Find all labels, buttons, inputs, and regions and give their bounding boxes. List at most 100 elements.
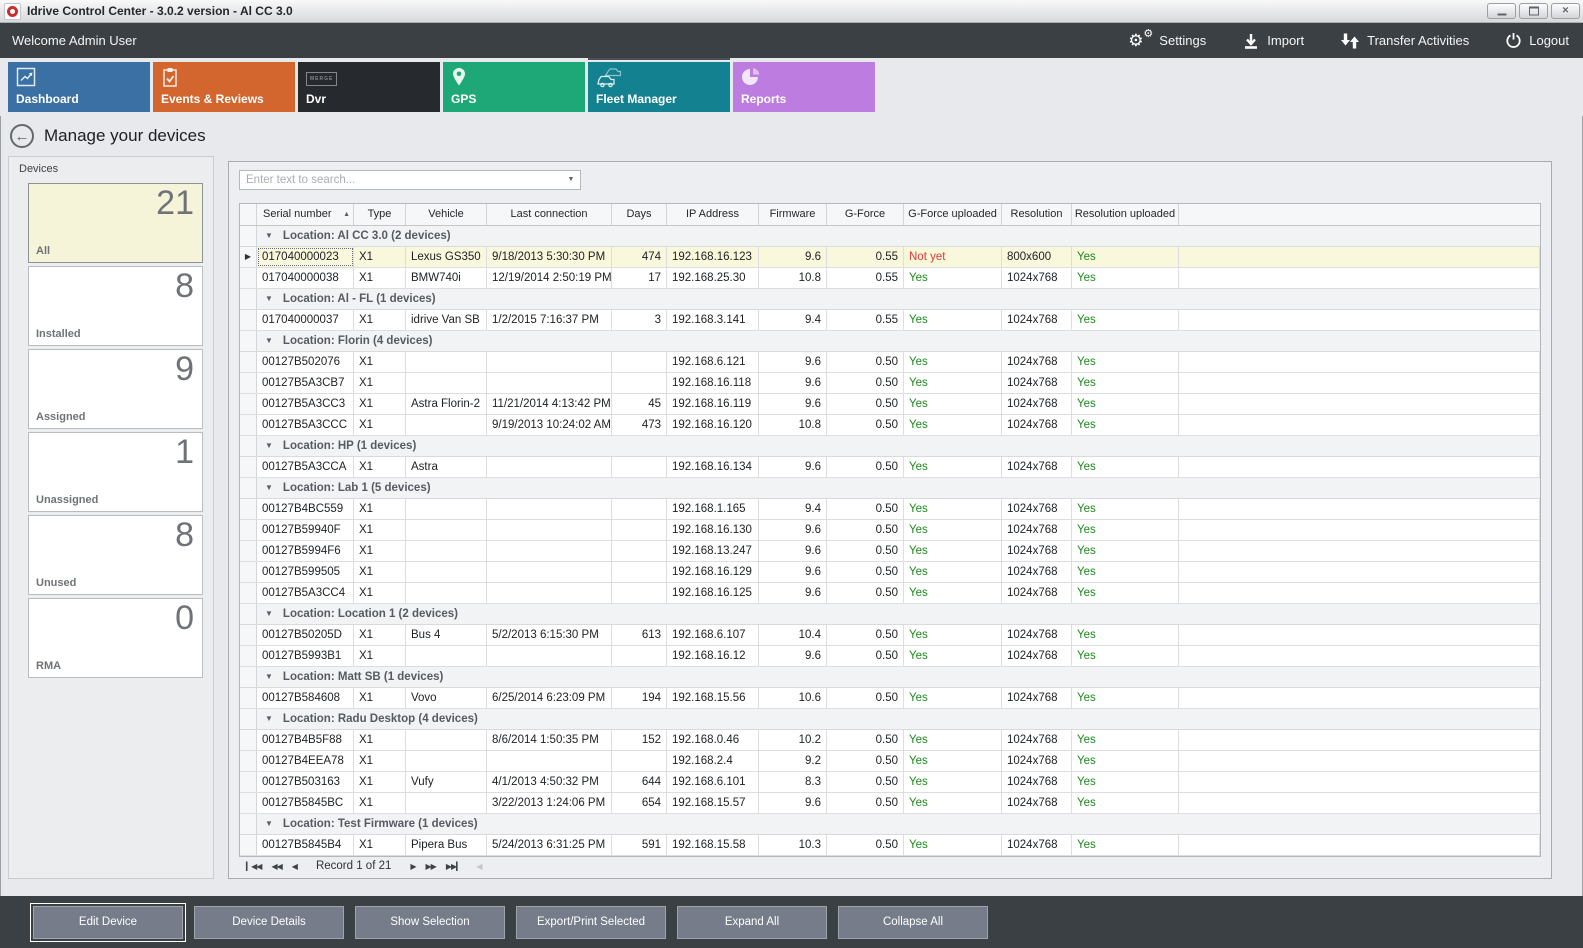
group-row-location-hp-1-devices[interactable]: ▼ Location: HP (1 devices): [240, 435, 1540, 457]
prev-page-button[interactable]: ◀◀: [271, 861, 282, 871]
column-header-vehicle[interactable]: Vehicle: [406, 203, 487, 225]
device-row-00127B599505[interactable]: 00127B599505 X1 192.168.16.129 9.6 0.50 Yes 10…: [240, 561, 1540, 583]
logout-menuitem[interactable]: Logout: [1505, 32, 1569, 49]
device-row-00127B50205D[interactable]: 00127B50205D X1 Bus 4 5/2/2013 6:15:30 PM 61…: [240, 624, 1540, 646]
minimize-button[interactable]: [1487, 3, 1516, 19]
cell-days: 474: [612, 246, 667, 267]
cell-resup: Yes: [1072, 372, 1179, 393]
cell-serial: 00127B5994F6: [257, 540, 354, 561]
device-row-00127B5A3CCA[interactable]: 00127B5A3CCA X1 Astra 192.168.16.134 9.6 0.50…: [240, 456, 1540, 478]
cell-firmware: 9.6: [759, 519, 827, 540]
column-header-serial[interactable]: Serial number ▲: [257, 203, 354, 225]
cell-firmware: 9.6: [759, 582, 827, 603]
tab-fleet-manager[interactable]: Fleet Manager: [588, 58, 730, 112]
cell-type: X1: [354, 246, 406, 267]
import-menuitem[interactable]: Import: [1242, 32, 1304, 50]
device-row-00127B502076[interactable]: 00127B502076 X1 192.168.6.121 9.6 0.50 Yes 102…: [240, 351, 1540, 373]
device-row-00127B5845BC[interactable]: 00127B5845BC X1 3/22/2013 1:24:06 PM 654 192…: [240, 792, 1540, 814]
device-row-00127B503163[interactable]: 00127B503163 X1 Vufy 4/1/2013 4:50:32 PM 644…: [240, 771, 1540, 793]
edit-device-button[interactable]: Edit Device: [33, 905, 183, 939]
group-row-location-al-cc-3-0-2-devices[interactable]: ▼ Location: Al CC 3.0 (2 devices): [240, 225, 1540, 247]
tab-dvr[interactable]: MERGE Dvr: [298, 62, 440, 112]
group-row-location-test-firmware-1-devices[interactable]: ▼ Location: Test Firmware (1 devices): [240, 813, 1540, 835]
device-filter-rma[interactable]: 0 RMA: [28, 598, 203, 678]
device-row-00127B59940F[interactable]: 00127B59940F X1 192.168.16.130 9.6 0.50 Yes 10…: [240, 519, 1540, 541]
device-row-00127B5A3CCC[interactable]: 00127B5A3CCC X1 9/19/2013 10:24:02 AM 473 19…: [240, 414, 1540, 436]
collapse-group-icon[interactable]: ▼: [265, 231, 273, 241]
device-filter-assigned[interactable]: 9 Assigned: [28, 349, 203, 429]
device-row-017040000038[interactable]: 017040000038 X1 BMW740i 12/19/2014 2:50:19 …: [240, 267, 1540, 289]
column-header-type[interactable]: Type: [354, 203, 406, 225]
device-filter-all[interactable]: 21 All: [28, 183, 203, 263]
cell-serial: 00127B502076: [257, 351, 354, 372]
column-header-gforce[interactable]: G-Force: [827, 203, 904, 225]
maximize-button[interactable]: [1519, 3, 1548, 19]
cell-days: 17: [612, 267, 667, 288]
collapse-group-icon[interactable]: ▼: [265, 714, 273, 724]
device-filter-label: Installed: [36, 328, 81, 340]
group-row-location-radu-desktop-4-devices[interactable]: ▼ Location: Radu Desktop (4 devices): [240, 708, 1540, 730]
group-row-location-florin-4-devices[interactable]: ▼ Location: Florin (4 devices): [240, 330, 1540, 352]
device-row-00127B5A3CC4[interactable]: 00127B5A3CC4 X1 192.168.16.125 9.6 0.50 Yes 10…: [240, 582, 1540, 604]
next-page-button[interactable]: ▶▶: [425, 861, 437, 871]
device-row-00127B5994F6[interactable]: 00127B5994F6 X1 192.168.13.247 9.6 0.50 Yes 10…: [240, 540, 1540, 562]
column-header-resup[interactable]: Resolution uploaded: [1072, 203, 1179, 225]
device-details-button[interactable]: Device Details: [194, 905, 344, 939]
cell-gfup: Yes: [904, 309, 1002, 330]
last-record-button[interactable]: ▶▶▎: [445, 861, 463, 871]
transfer-activities-menuitem[interactable]: Transfer Activities: [1340, 32, 1469, 50]
column-header-last[interactable]: Last connection: [487, 203, 612, 225]
group-row-location-matt-sb-1-devices[interactable]: ▼ Location: Matt SB (1 devices): [240, 666, 1540, 688]
column-header-resolution[interactable]: Resolution: [1002, 203, 1072, 225]
column-header-firmware[interactable]: Firmware: [759, 203, 827, 225]
column-header-ip[interactable]: IP Address: [667, 203, 759, 225]
prev-record-button[interactable]: ◀: [291, 861, 298, 871]
collapse-group-icon[interactable]: ▼: [265, 294, 273, 304]
search-dropdown-icon[interactable]: ▼: [567, 176, 575, 184]
settings-menuitem[interactable]: ⚙ ⚙ Settings: [1128, 28, 1206, 51]
column-header-gfup[interactable]: G-Force uploaded: [904, 203, 1002, 225]
device-filter-unused[interactable]: 8 Unused: [28, 515, 203, 595]
show-selection-button[interactable]: Show Selection: [355, 905, 505, 939]
device-row-00127B4EEA78[interactable]: 00127B4EEA78 X1 192.168.2.4 9.2 0.50 Yes 1024x…: [240, 750, 1540, 772]
device-row-017040000037[interactable]: 017040000037 X1 idrive Van SB 1/2/2015 7:16…: [240, 309, 1540, 331]
collapse-group-icon[interactable]: ▼: [265, 672, 273, 682]
back-button[interactable]: ←: [10, 124, 34, 148]
column-header-days[interactable]: Days: [612, 203, 667, 225]
collapse-group-icon[interactable]: ▼: [265, 441, 273, 451]
device-row-017040000023[interactable]: ▶ 017040000023 X1 Lexus GS350 9/18/2013 5:30…: [240, 246, 1540, 268]
device-row-00127B4BC559[interactable]: 00127B4BC559 X1 192.168.1.165 9.4 0.50 Yes 102…: [240, 498, 1540, 520]
group-row-location-lab-1-5-devices[interactable]: ▼ Location: Lab 1 (5 devices): [240, 477, 1540, 499]
device-row-00127B584608[interactable]: 00127B584608 X1 Vovo 6/25/2014 6:23:09 PM 19…: [240, 687, 1540, 709]
close-button[interactable]: ×: [1551, 3, 1580, 19]
cell-resolution: 1024x768: [1002, 351, 1072, 372]
expand-all-button[interactable]: Expand All: [677, 905, 827, 939]
search-input[interactable]: [240, 173, 562, 186]
next-record-button[interactable]: ▶: [410, 861, 416, 871]
tab-dashboard[interactable]: Dashboard: [8, 62, 150, 112]
device-row-00127B5A3CB7[interactable]: 00127B5A3CB7 X1 192.168.16.118 9.6 0.50 Yes 10…: [240, 372, 1540, 394]
tab-gps[interactable]: GPS: [443, 62, 585, 112]
export-print-selected-button[interactable]: Export/Print Selected: [516, 905, 666, 939]
device-filter-installed[interactable]: 8 Installed: [28, 266, 203, 346]
group-row-location-location-1-2-devices[interactable]: ▼ Location: Location 1 (2 devices): [240, 603, 1540, 625]
first-record-button[interactable]: ▎◀◀: [246, 861, 263, 871]
cell-gforce: 0.50: [827, 540, 904, 561]
tab-events-reviews[interactable]: Events & Reviews: [153, 62, 295, 112]
device-row-00127B5845B4[interactable]: 00127B5845B4 X1 Pipera Bus 5/24/2013 6:31:2…: [240, 834, 1540, 856]
collapse-group-icon[interactable]: ▼: [265, 483, 273, 493]
collapse-group-icon[interactable]: ▼: [265, 819, 273, 829]
collapse-group-icon[interactable]: ▼: [265, 336, 273, 346]
row-indicator-cell: ▶: [240, 246, 257, 267]
device-row-00127B4B5F88[interactable]: 00127B4B5F88 X1 8/6/2014 1:50:35 PM 152 192.…: [240, 729, 1540, 751]
row-indicator-cell: [240, 519, 257, 540]
group-row-location-al-fl-1-devices[interactable]: ▼ Location: Al - FL (1 devices): [240, 288, 1540, 310]
device-row-00127B5993B1[interactable]: 00127B5993B1 X1 192.168.16.12 9.6 0.50 Yes 102…: [240, 645, 1540, 667]
cell-serial: 00127B50205D: [257, 624, 354, 645]
collapse-group-icon[interactable]: ▼: [265, 609, 273, 619]
row-filler: [1179, 246, 1540, 267]
device-filter-unassigned[interactable]: 1 Unassigned: [28, 432, 203, 512]
collapse-all-button[interactable]: Collapse All: [838, 905, 988, 939]
tab-reports[interactable]: Reports: [733, 62, 875, 112]
device-row-00127B5A3CC3[interactable]: 00127B5A3CC3 X1 Astra Florin-2 11/21/2014 4…: [240, 393, 1540, 415]
